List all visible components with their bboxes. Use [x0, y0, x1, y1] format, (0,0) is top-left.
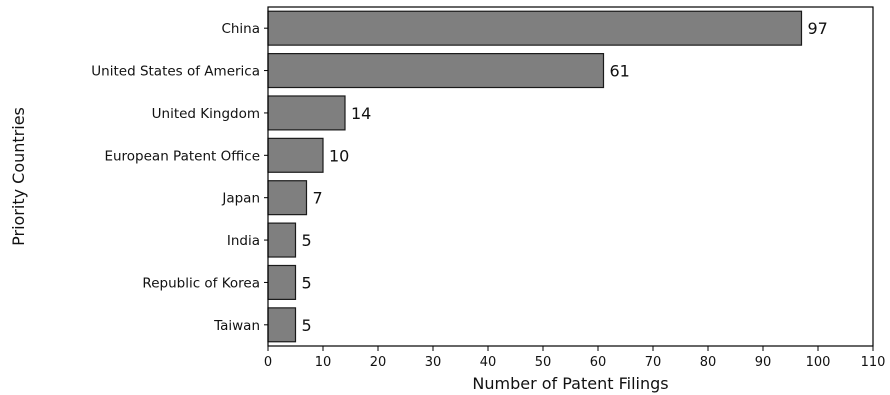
category-label-0: China	[221, 21, 260, 37]
value-label-4: 7	[313, 189, 323, 208]
x-tick-label-10: 100	[806, 355, 831, 370]
x-axis-ticks: 0 10 20 30 40 50 60 70 80 90 100 110	[264, 27, 886, 370]
category-label-4: Japan	[221, 191, 260, 207]
x-tick-label-4: 40	[480, 355, 497, 370]
x-axis-title: Number of Patent Filings	[472, 374, 668, 393]
value-label-6: 5	[302, 273, 312, 292]
x-tick-label-11: 110	[861, 355, 886, 370]
x-tick-label-9: 90	[755, 355, 772, 370]
value-label-2: 14	[351, 104, 371, 123]
category-label-5: India	[227, 233, 260, 249]
value-label-5: 5	[302, 231, 312, 250]
value-label-1: 61	[610, 62, 630, 81]
x-tick-label-2: 20	[370, 355, 387, 370]
category-label-6: Republic of Korea	[142, 275, 260, 291]
x-tick-label-7: 70	[645, 355, 662, 370]
value-label-7: 5	[302, 316, 312, 335]
bar-7	[267, 307, 297, 343]
plot-frame	[267, 6, 874, 347]
x-tick-label-1: 10	[315, 355, 332, 370]
x-tick-label-3: 30	[425, 355, 442, 370]
x-tick-label-6: 60	[590, 355, 607, 370]
x-tick-label-8: 80	[700, 355, 717, 370]
bars-layer	[267, 10, 803, 343]
category-labels: China United States of America United King…	[91, 21, 260, 334]
category-label-7: Taiwan	[213, 318, 260, 334]
value-labels: 97 61 14 10 7 5 5 5	[302, 19, 828, 335]
x-tick-label-0: 0	[264, 355, 272, 370]
bar-5	[267, 222, 297, 258]
bar-3	[267, 137, 324, 173]
category-label-3: European Patent Office	[104, 148, 260, 164]
category-label-2: United Kingdom	[152, 106, 260, 122]
bar-1	[267, 53, 605, 89]
bar-4	[267, 180, 308, 216]
y-axis-title: Priority Countries	[9, 107, 28, 246]
bar-2	[267, 95, 346, 131]
value-label-0: 97	[808, 19, 828, 38]
x-tick-label-5: 50	[535, 355, 552, 370]
bar-0	[267, 10, 803, 46]
value-label-3: 10	[329, 146, 349, 165]
bar-6	[267, 264, 297, 300]
category-label-1: United States of America	[91, 64, 260, 80]
